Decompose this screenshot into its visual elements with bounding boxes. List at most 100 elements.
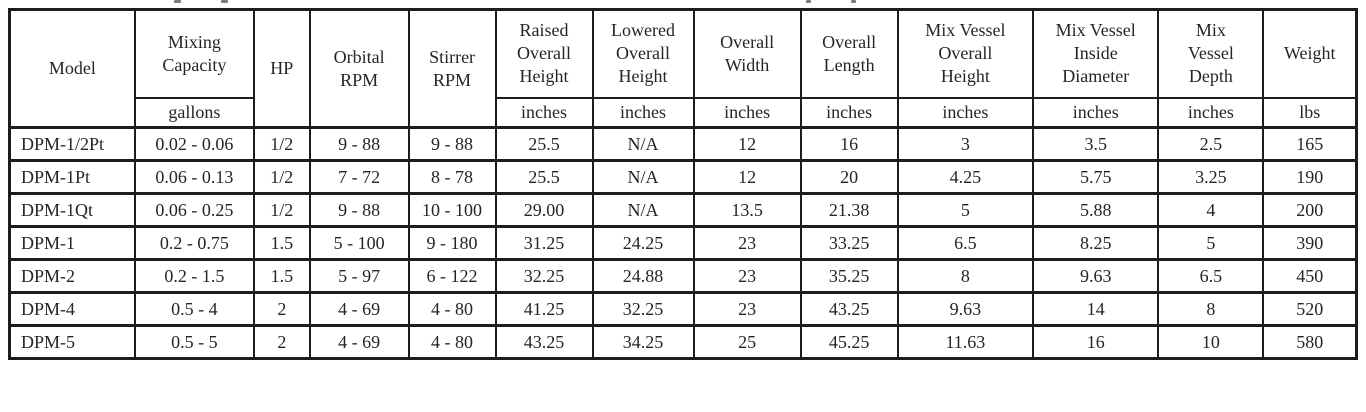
value-cell: 16 <box>799 126 899 162</box>
value-cell: 8.25 <box>1032 225 1160 261</box>
value-cell: 23 <box>692 225 802 261</box>
value-cell: 13.5 <box>692 192 802 228</box>
value-cell: 45.25 <box>799 324 899 360</box>
col-header-overall-length: Overall Length <box>799 8 899 99</box>
value-cell: 20 <box>799 159 899 195</box>
value-cell: 23 <box>692 258 802 294</box>
value-cell: 4 - 69 <box>308 291 410 327</box>
value-cell: 450 <box>1262 258 1358 294</box>
value-cell: 3 <box>896 126 1035 162</box>
col-header-hp: HP <box>253 8 311 129</box>
value-cell: 6 - 122 <box>407 258 497 294</box>
value-cell: 580 <box>1262 324 1358 360</box>
value-cell: 3.25 <box>1157 159 1265 195</box>
value-cell: 4 <box>1157 192 1265 228</box>
cropped-text-remnant <box>806 0 811 3</box>
value-cell: 12 <box>692 126 802 162</box>
table-row: DPM-1/2Pt 0.02 - 0.06 1/2 9 - 88 9 - 88 25.5 N… <box>8 126 1358 162</box>
value-cell: 4 - 80 <box>407 291 497 327</box>
value-cell: 6.5 <box>896 225 1035 261</box>
col-header-mix-vessel-depth: Mix Vessel Depth <box>1157 8 1265 99</box>
value-cell: 9 - 180 <box>407 225 497 261</box>
unit-raised-overall-height: inches <box>494 96 594 129</box>
value-cell: 2 <box>253 324 311 360</box>
value-cell: 11.63 <box>896 324 1035 360</box>
value-cell: 33.25 <box>799 225 899 261</box>
value-cell: 24.25 <box>591 225 695 261</box>
col-header-mix-vessel-overall-height: Mix Vessel Overall Height <box>896 8 1035 99</box>
model-cell: DPM-1/2Pt <box>8 126 136 162</box>
value-cell: 1/2 <box>253 126 311 162</box>
value-cell: 9.63 <box>1032 258 1160 294</box>
value-cell: 8 <box>896 258 1035 294</box>
value-cell: N/A <box>591 126 695 162</box>
header-row-units: gallons inches inches inches inches inch… <box>10 96 1358 129</box>
value-cell: 31.25 <box>494 225 594 261</box>
value-cell: 25 <box>692 324 802 360</box>
value-cell: 5 <box>896 192 1035 228</box>
value-cell: N/A <box>591 192 695 228</box>
value-cell: 2 <box>253 291 311 327</box>
value-cell: 0.2 - 0.75 <box>133 225 256 261</box>
col-header-mix-vessel-inside-diameter: Mix Vessel Inside Diameter <box>1032 8 1160 99</box>
value-cell: 4 - 69 <box>308 324 410 360</box>
value-cell: 2.5 <box>1157 126 1265 162</box>
value-cell: 10 - 100 <box>407 192 497 228</box>
value-cell: 0.06 - 0.13 <box>133 159 256 195</box>
value-cell: 9 - 88 <box>407 126 497 162</box>
table-row: DPM-1 0.2 - 0.75 1.5 5 - 100 9 - 180 31.25 24.… <box>8 225 1358 261</box>
value-cell: 10 <box>1157 324 1265 360</box>
unit-mixing-capacity: gallons <box>133 96 256 129</box>
col-header-overall-width: Overall Width <box>692 8 802 99</box>
value-cell: 0.02 - 0.06 <box>133 126 256 162</box>
value-cell: 25.5 <box>494 126 594 162</box>
model-cell: DPM-5 <box>8 324 136 360</box>
value-cell: 8 <box>1157 291 1265 327</box>
value-cell: 5.88 <box>1032 192 1160 228</box>
value-cell: 12 <box>692 159 802 195</box>
table-row: DPM-1Qt 0.06 - 0.25 1/2 9 - 88 10 - 100 29.00… <box>8 192 1358 228</box>
unit-weight: lbs <box>1262 96 1358 129</box>
value-cell: 7 - 72 <box>308 159 410 195</box>
col-header-mixing-capacity: Mixing Capacity <box>133 8 256 99</box>
value-cell: 520 <box>1262 291 1358 327</box>
header-row-labels: Model Mixing Capacity HP Orbital RPM Sti… <box>8 8 1358 129</box>
value-cell: 390 <box>1262 225 1358 261</box>
value-cell: 14 <box>1032 291 1160 327</box>
unit-mix-vessel-overall-height: inches <box>896 96 1035 129</box>
col-header-model: Model <box>8 8 136 129</box>
value-cell: 1.5 <box>253 225 311 261</box>
value-cell: 200 <box>1262 192 1358 228</box>
model-cell: DPM-1Qt <box>8 192 136 228</box>
value-cell: 4 - 80 <box>407 324 497 360</box>
cropped-text-remnant <box>221 0 228 3</box>
unit-overall-width: inches <box>692 96 802 129</box>
value-cell: 190 <box>1262 159 1358 195</box>
table-row: DPM-1Pt 0.06 - 0.13 1/2 7 - 72 8 - 78 25.5 N/A… <box>8 159 1358 195</box>
value-cell: 8 - 78 <box>407 159 497 195</box>
value-cell: 5.75 <box>1032 159 1160 195</box>
col-header-orbital-rpm: Orbital RPM <box>308 8 410 129</box>
unit-overall-length: inches <box>799 96 899 129</box>
value-cell: 32.25 <box>494 258 594 294</box>
value-cell: 21.38 <box>799 192 899 228</box>
value-cell: 1/2 <box>253 159 311 195</box>
value-cell: 25.5 <box>494 159 594 195</box>
value-cell: 1/2 <box>253 192 311 228</box>
value-cell: 24.88 <box>591 258 695 294</box>
model-cell: DPM-1 <box>8 225 136 261</box>
value-cell: 34.25 <box>591 324 695 360</box>
model-cell: DPM-1Pt <box>8 159 136 195</box>
unit-mix-vessel-inside-diameter: inches <box>1032 96 1160 129</box>
table-body: DPM-1/2Pt 0.02 - 0.06 1/2 9 - 88 9 - 88 25.5 N… <box>8 126 1358 360</box>
model-cell: DPM-4 <box>8 291 136 327</box>
value-cell: 165 <box>1262 126 1358 162</box>
value-cell: 23 <box>692 291 802 327</box>
value-cell: 0.2 - 1.5 <box>133 258 256 294</box>
col-header-weight: Weight <box>1262 8 1358 99</box>
value-cell: N/A <box>591 159 695 195</box>
col-header-lowered-overall-height: Lowered Overall Height <box>591 8 695 99</box>
value-cell: 29.00 <box>494 192 594 228</box>
